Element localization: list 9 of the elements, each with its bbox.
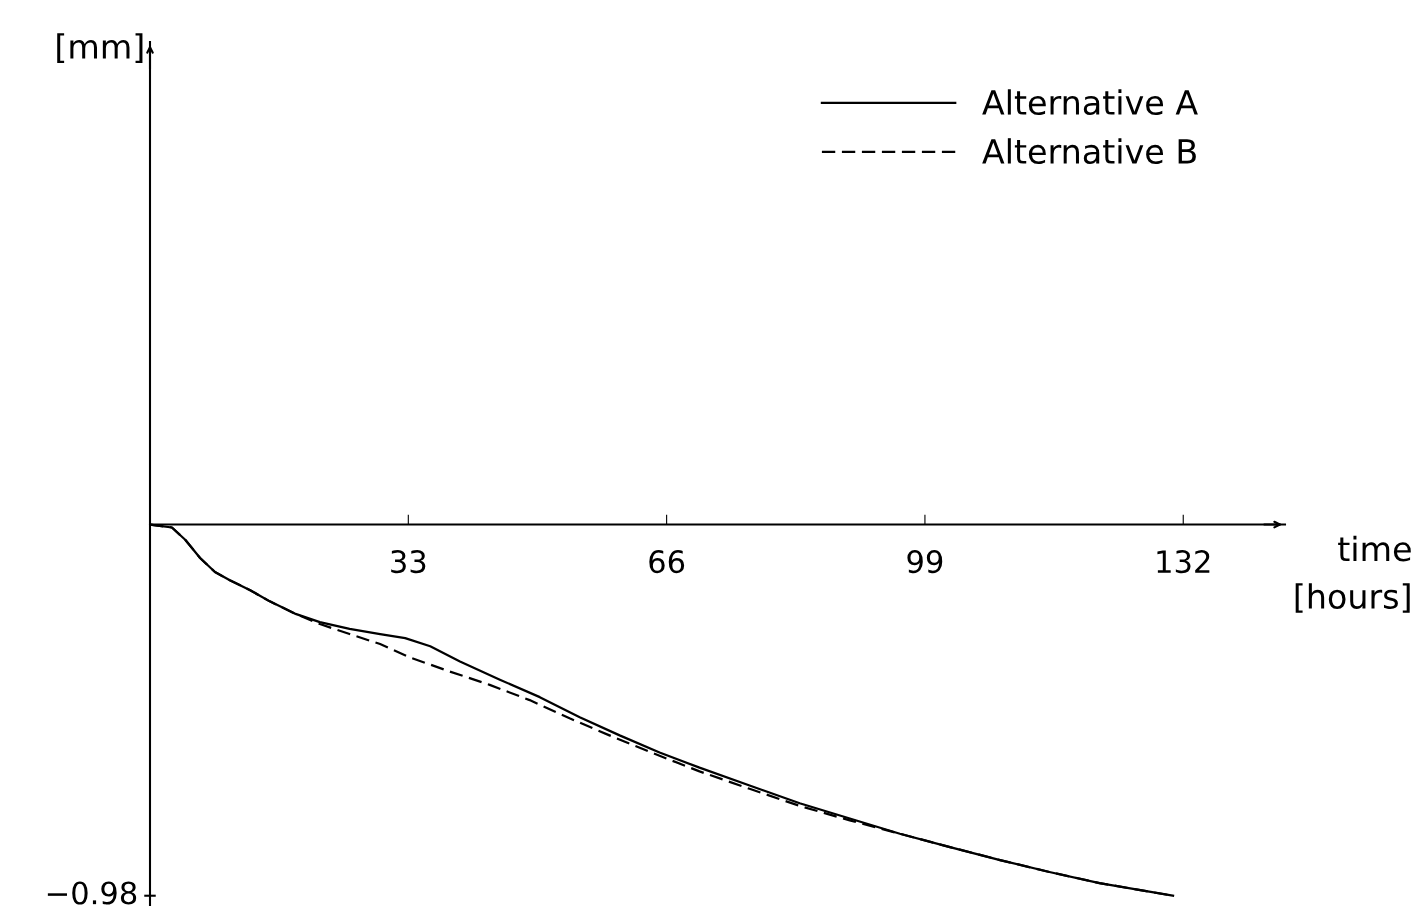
x-tick-label: 132: [1157, 550, 1210, 574]
legend-label: Alternative A: [982, 89, 1198, 116]
x-tick-label: 33: [391, 550, 426, 574]
legend-label: Alternative B: [982, 138, 1196, 164]
text: [mm]: [57, 33, 143, 64]
x-tick-label: 66: [649, 550, 685, 574]
x-tick-label: 99: [907, 550, 943, 574]
text: −0.98: [47, 881, 137, 905]
x-axis-title: time [hours]: [1295, 535, 1411, 613]
